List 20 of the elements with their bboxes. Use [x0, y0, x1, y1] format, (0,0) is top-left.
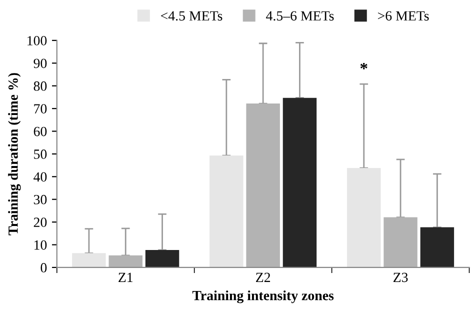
y-tick-label: 90	[34, 58, 47, 68]
y-tick-label: 60	[34, 126, 47, 136]
y-tick-label: 20	[34, 218, 47, 228]
legend-label: >6 METs	[378, 11, 429, 21]
y-tick-label: 40	[34, 172, 47, 182]
legend-label: <4.5 METs	[160, 11, 222, 21]
y-tick-label: 50	[34, 150, 47, 159]
x-axis-title: Training intensity zones	[192, 290, 334, 304]
y-tick-label: 10	[34, 240, 47, 250]
x-tick-label: Z1	[118, 272, 132, 282]
y-tick-label: 30	[34, 194, 47, 204]
y-tick-label: 70	[34, 104, 47, 114]
x-tick-label: Z2	[256, 272, 270, 282]
y-tick-label: 0	[40, 263, 47, 272]
legend-label: 4.5–6 METs	[266, 11, 334, 21]
y-tick-label: 80	[34, 81, 47, 91]
x-tick-label: Z3	[393, 272, 408, 282]
annotation: *	[360, 62, 368, 70]
y-axis-title: Training duration (time %)	[8, 73, 21, 236]
y-tick-label: 100	[28, 36, 47, 46]
